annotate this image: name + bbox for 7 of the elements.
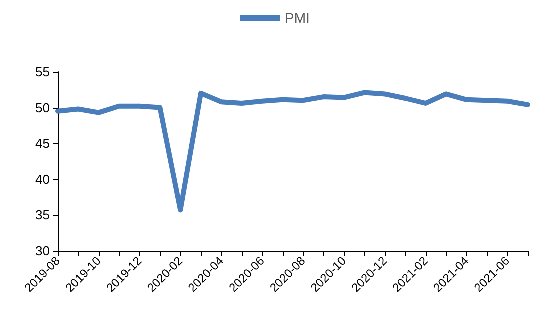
y-tick-label: 30 bbox=[36, 244, 50, 258]
y-tick-label: 45 bbox=[36, 136, 50, 152]
legend-label: PMI bbox=[285, 10, 310, 26]
y-tick-label: 40 bbox=[36, 172, 50, 187]
y-tick-label: 35 bbox=[36, 208, 50, 223]
y-tick-label: 50 bbox=[36, 100, 50, 116]
y-tick-label: 55 bbox=[36, 64, 50, 80]
